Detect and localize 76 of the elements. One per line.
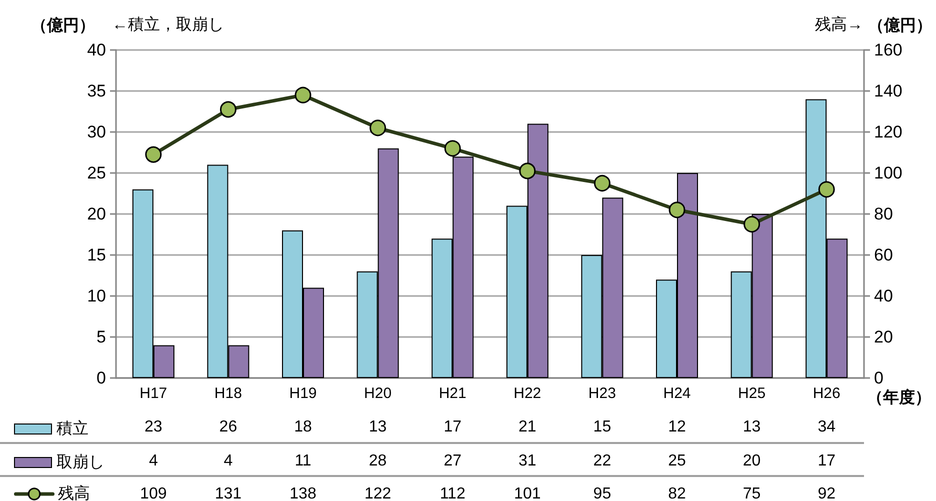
data-label: 131 [214,486,242,501]
data-label: 12 [668,418,686,436]
point [818,181,835,198]
data-label: 17 [818,452,836,470]
data-label: 23 [144,418,162,436]
legend-label: 取崩し [56,453,104,471]
data-label: 17 [444,418,462,436]
x-tick-label: H24 [663,385,691,402]
data-label: 109 [140,486,167,501]
point [744,216,760,232]
point [145,146,162,163]
y2-tick-label: 60 [874,246,893,264]
legend-label: 残高 [58,484,90,501]
data-label: 95 [593,486,612,501]
x-axis-title: （年度） [867,388,931,406]
y-tick-label: 30 [87,122,106,142]
data-label: 92 [818,486,836,501]
point [370,120,386,136]
y-tick-label: 15 [87,246,106,264]
x-tick-label: H20 [364,385,392,402]
x-tick-label: H21 [438,385,466,402]
data-label: 34 [818,418,836,436]
y2-tick-label: 120 [874,122,902,142]
y-tick-label: 10 [87,286,106,306]
y-axis-title: （億円） [31,16,95,34]
y-tick-label: 0 [96,368,106,388]
legend-label: 積立 [56,420,88,438]
x-tick-label: H22 [514,385,542,402]
text: 残高→ [815,16,863,34]
y2-tick-label: 160 [874,40,902,60]
y2-tick-label: 40 [874,286,893,306]
y2-tick-label: 80 [874,204,893,224]
data-label: 13 [742,418,761,436]
y-tick-label: 40 [87,40,106,60]
y2-tick-label: 20 [874,328,893,346]
point [444,140,461,157]
data-label: 20 [742,452,761,470]
y2-axis-title: （億円） [868,16,932,34]
data-label: 25 [668,452,686,470]
point [519,162,536,180]
data-label: 28 [368,452,387,470]
data-label: 101 [514,486,541,501]
x-tick-label: H18 [214,385,242,402]
data-label: 22 [593,452,612,470]
data-label: 27 [444,452,462,470]
data-label: 75 [742,486,761,501]
y2-tick-label: 0 [874,368,884,388]
x-tick-label: H19 [289,385,317,402]
x-tick-label: H26 [812,385,840,402]
data-label: 31 [518,452,536,470]
data-label: 82 [668,486,686,501]
y2-tick-label: 140 [874,82,902,100]
point [220,101,236,118]
data-label: 15 [593,418,612,436]
data-label: 122 [364,486,392,501]
data-label: 13 [368,418,387,436]
text: ←積立，取崩し [112,16,224,34]
point [294,86,312,104]
y2-tick-label: 100 [874,164,902,182]
data-label: 4 [148,452,158,470]
y-tick-label: 5 [96,328,106,346]
y-tick-label: 20 [87,204,106,224]
x-tick-label: H23 [588,385,616,402]
y-tick-label: 35 [87,82,106,100]
point [668,202,686,218]
data-label: 4 [224,452,233,470]
y-tick-label: 25 [87,164,106,182]
data-label: 26 [219,418,238,436]
data-label: 138 [290,486,316,501]
point [594,175,610,192]
x-tick-label: H17 [140,385,168,402]
x-tick-label: H25 [738,385,766,402]
data-label: 112 [440,486,466,501]
data-label: 11 [294,452,312,470]
data-label: 18 [294,418,312,436]
data-label: 21 [518,418,536,436]
